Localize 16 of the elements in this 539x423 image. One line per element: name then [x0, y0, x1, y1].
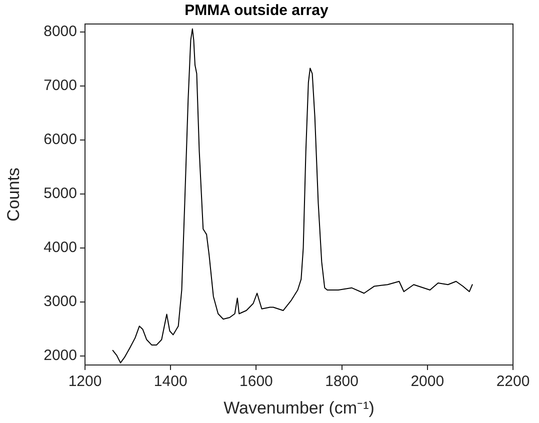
y-axis-title: Counts: [4, 168, 23, 222]
x-tick-label: 2000: [410, 373, 444, 390]
chart-title: PMMA outside array: [184, 2, 329, 20]
x-tick-label: 1600: [240, 373, 273, 390]
y-tick-label: 3000: [44, 293, 77, 310]
x-tick-label: 1400: [154, 373, 188, 390]
y-tick-label: 6000: [44, 131, 77, 148]
y-tick-label: 8000: [44, 23, 77, 40]
x-tick-label: 2200: [496, 373, 530, 390]
y-tick-label: 2000: [44, 346, 77, 364]
y-tick-label: 5000: [44, 185, 77, 202]
y-tick-label: 4000: [44, 239, 77, 256]
x-axis-title: Wavenumber (cm⁻¹): [224, 398, 374, 418]
x-tick-label: 1200: [68, 373, 102, 390]
x-tick-label: 1800: [325, 373, 358, 390]
y-tick-label: 7000: [44, 77, 77, 94]
